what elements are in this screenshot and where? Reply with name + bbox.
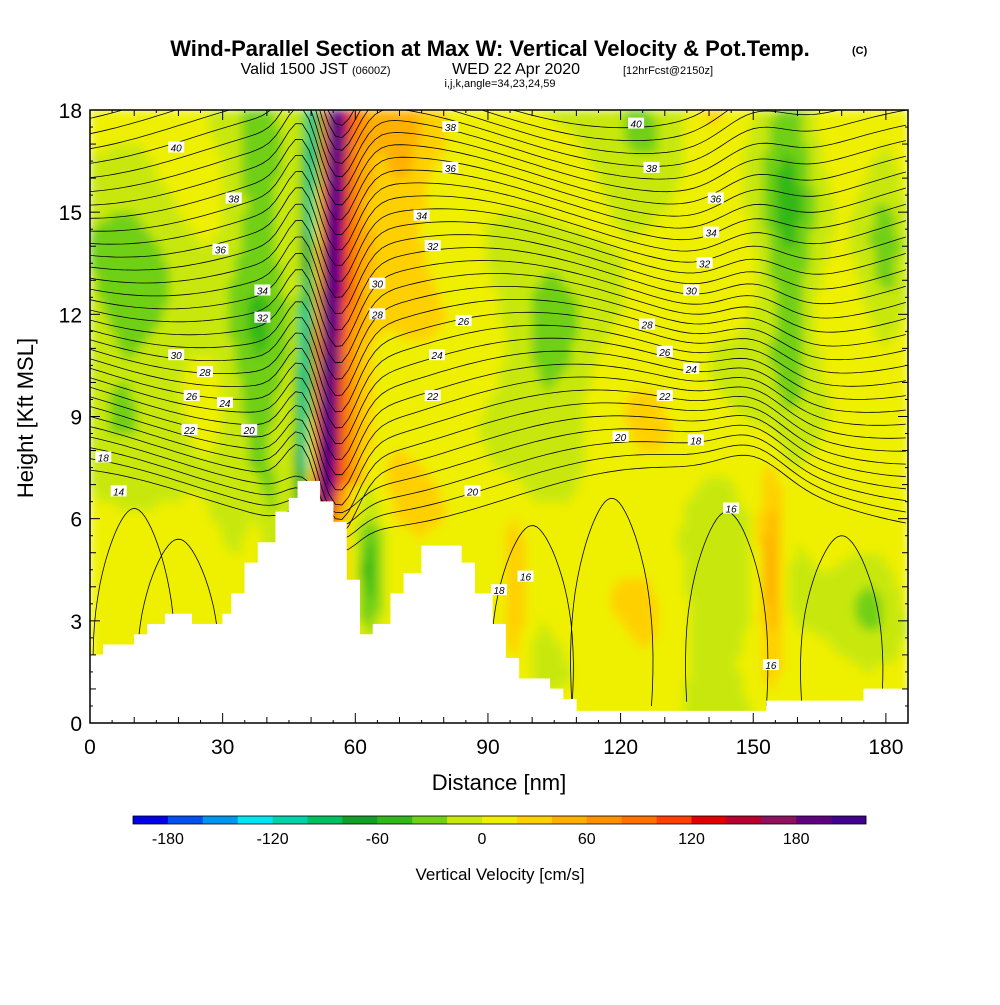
colorbar-swatch xyxy=(587,816,622,824)
contour-label: 34 xyxy=(706,229,718,240)
contour-label: 16 xyxy=(726,505,738,516)
colorbar-swatch xyxy=(377,816,412,824)
contour-label: 16 xyxy=(765,661,777,672)
contour-label: 38 xyxy=(228,195,240,206)
y-tick-label: 9 xyxy=(70,407,82,430)
contour-label: 22 xyxy=(658,392,671,403)
contour-label: 28 xyxy=(641,321,654,332)
contour-label: 20 xyxy=(243,426,256,437)
contour-label: 16 xyxy=(520,573,532,584)
contour-label: 26 xyxy=(457,317,470,328)
contour-label: 38 xyxy=(445,123,457,134)
valid-date: WED 22 Apr 2020 xyxy=(452,61,580,78)
y-tick-label: 6 xyxy=(70,509,82,532)
colorbar-swatch xyxy=(342,816,377,824)
contour-label: 30 xyxy=(372,280,384,291)
contour-label: 24 xyxy=(218,399,231,410)
x-tick-label: 30 xyxy=(211,736,234,759)
y-tick-label: 3 xyxy=(70,611,82,634)
x-tick-label: 60 xyxy=(344,736,367,759)
colorbar-tick-label: 0 xyxy=(478,831,487,848)
colorbar-swatch xyxy=(482,816,517,824)
colorbar-tick-label: 60 xyxy=(578,831,596,848)
contour-label: 32 xyxy=(427,242,439,253)
colorbar-title: Vertical Velocity [cm/s] xyxy=(415,865,584,884)
contour-label: 34 xyxy=(416,212,428,223)
contour-label: 36 xyxy=(215,246,227,257)
contour-label: 32 xyxy=(699,259,711,270)
contour-label: 24 xyxy=(685,365,698,376)
colorbar-swatch xyxy=(203,816,238,824)
colorbar-tick-label: -180 xyxy=(152,831,184,848)
contour-label: 32 xyxy=(257,314,269,325)
colorbar-swatch xyxy=(761,816,796,824)
contour-label: 18 xyxy=(690,436,702,447)
contour-label: 28 xyxy=(198,368,211,379)
contour-label: 24 xyxy=(431,351,444,362)
contour-label: 14 xyxy=(113,487,125,498)
x-tick-label: 120 xyxy=(603,736,638,759)
colorbar-swatch xyxy=(168,816,203,824)
plot-area: 40 38 36 34 32 30 28 26 24 22 20 18 14 38 36 34 32 30 28 26… xyxy=(90,35,909,724)
indices-label: i,j,k,angle=34,23,24,59 xyxy=(444,78,555,90)
contour-label: 30 xyxy=(686,287,698,298)
x-tick-label: 180 xyxy=(868,736,903,759)
y-tick-label: 15 xyxy=(59,202,82,225)
contour-label: 22 xyxy=(426,392,439,403)
x-tick-label: 150 xyxy=(736,736,771,759)
colorbar-swatch xyxy=(273,816,308,824)
colorbar-swatch xyxy=(517,816,552,824)
x-tick-label: 0 xyxy=(84,736,96,759)
y-tick-label: 12 xyxy=(59,304,82,327)
colorbar-swatch xyxy=(447,816,482,824)
contour-label: 20 xyxy=(466,487,479,498)
contour-label: 40 xyxy=(631,120,643,131)
y-tick-label: 0 xyxy=(70,713,82,736)
contour-label: 36 xyxy=(710,195,722,206)
contour-label: 30 xyxy=(171,351,183,362)
colorbar-swatch xyxy=(412,816,447,824)
colorbar-swatch xyxy=(552,816,587,824)
contour-label: 18 xyxy=(98,453,110,464)
colorbar-swatch xyxy=(796,816,831,824)
colorbar-swatch xyxy=(308,816,343,824)
contour-label: 40 xyxy=(171,144,183,155)
colorbar-tick-label: -60 xyxy=(366,831,389,848)
y-axis-title: Height [Kft MSL] xyxy=(13,338,38,498)
contour-label: 38 xyxy=(646,164,658,175)
colorbar-tick-label: -120 xyxy=(257,831,289,848)
contour-label: 26 xyxy=(658,348,671,359)
contour-label: 18 xyxy=(493,586,505,597)
colorbar-tick-label: 120 xyxy=(678,831,705,848)
contour-label: 34 xyxy=(257,287,269,298)
colorbar: -180 -120 -60 0 60 120 180 xyxy=(133,816,866,848)
valid-prefix: Valid 1500 JST xyxy=(241,61,349,78)
colorbar-swatch xyxy=(622,816,657,824)
y-tick-label: 18 xyxy=(59,100,82,123)
contour-label: 20 xyxy=(614,433,627,444)
colorbar-swatch xyxy=(133,816,168,824)
colorbar-swatch xyxy=(238,816,273,824)
valid-line: Valid 1500 JST (0600Z) WED 22 Apr 2020 [… xyxy=(241,61,713,78)
contour-label: 26 xyxy=(185,392,198,403)
x-axis-title: Distance [nm] xyxy=(432,770,567,795)
contour-label: 22 xyxy=(183,426,196,437)
x-tick-label: 90 xyxy=(476,736,499,759)
valid-z: (0600Z) xyxy=(352,65,391,77)
chart-title: Wind-Parallel Section at Max W: Vertical… xyxy=(170,36,810,61)
contour-label: 36 xyxy=(445,164,457,175)
colorbar-swatch xyxy=(726,816,761,824)
contour-label: 28 xyxy=(371,310,384,321)
forecast-label: [12hrFcst@2150z] xyxy=(623,65,713,77)
copyright-mark: (C) xyxy=(852,45,868,57)
colorbar-swatch xyxy=(831,816,866,824)
colorbar-swatch xyxy=(691,816,726,824)
colorbar-swatch xyxy=(657,816,692,824)
colorbar-tick-label: 180 xyxy=(783,831,810,848)
